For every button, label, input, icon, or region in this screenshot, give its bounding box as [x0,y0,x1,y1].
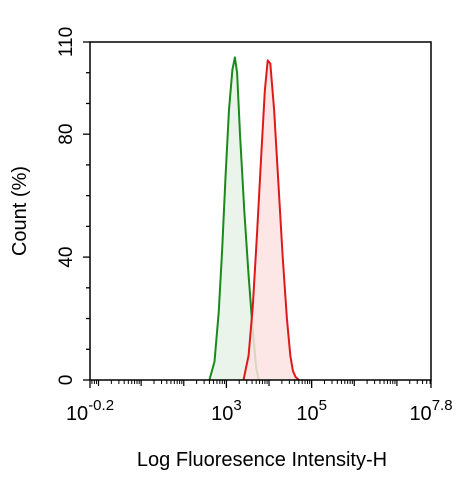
ticks-layer [83,41,432,388]
x-axis-label: Log Fluoresence Intensity-H [137,449,387,471]
labels-layer: 0 40 80 110 10-0.2 103 105 107.8 [56,27,453,425]
series-layer [208,56,300,381]
y-tick-label: 80 [56,124,77,145]
y-tick-label: 0 [56,375,77,386]
y-axis-label: Count (%) [9,166,31,256]
x-tick-label: 10-0.2 [66,397,114,425]
y-tick-label: 110 [56,27,77,57]
x-tick-label: 107.8 [409,397,452,425]
x-tick-label: 103 [211,397,242,425]
y-tick-label: 40 [56,247,77,268]
series-2-area [243,60,299,381]
x-tick-label: 105 [296,397,327,425]
series-2-line [242,59,300,381]
plot-frame [89,41,432,381]
series-1-area [209,57,259,381]
